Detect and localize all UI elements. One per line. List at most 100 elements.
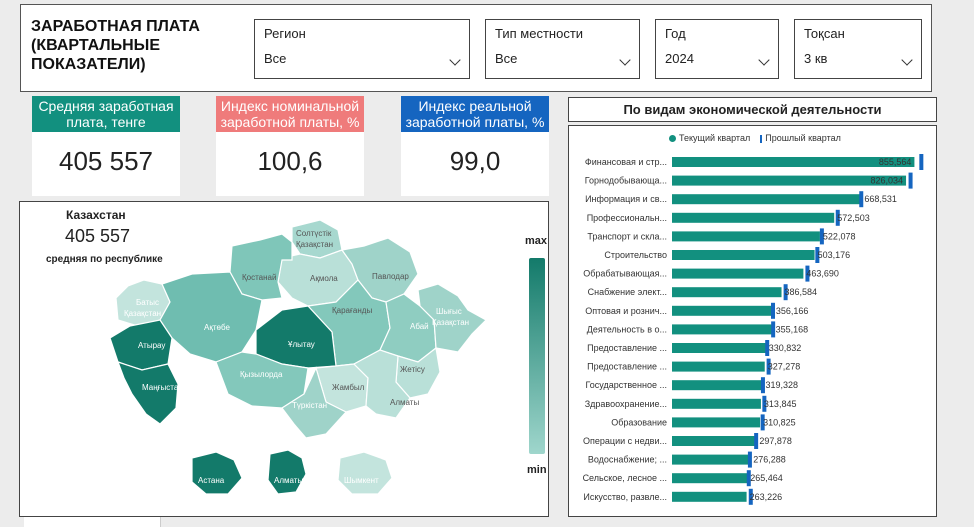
data-label: 297,878	[759, 436, 792, 446]
previous-quarter-marker[interactable]	[771, 321, 776, 338]
city-shymkent[interactable]	[337, 451, 393, 495]
region-turkistan[interactable]	[281, 366, 347, 439]
current-quarter-bar[interactable]	[672, 436, 757, 446]
region-label: Қостанай	[242, 273, 276, 282]
data-label: 503,176	[818, 250, 851, 260]
data-label: 276,288	[753, 455, 786, 465]
data-label: 265,464	[750, 473, 783, 483]
region-filter[interactable]: Регион Все	[254, 19, 470, 79]
region-label: Ақтөбе	[204, 323, 230, 332]
region-label: Астана	[198, 476, 225, 485]
previous-quarter-marker[interactable]	[859, 191, 864, 208]
map-panel: Казахстан 405 557 средняя по республике …	[19, 201, 549, 517]
region-label: Атырау	[138, 341, 165, 350]
previous-quarter-marker[interactable]	[919, 154, 924, 170]
data-label: 522,078	[823, 231, 856, 241]
region-almaty[interactable]	[353, 349, 411, 419]
region-kyzylorda[interactable]	[215, 351, 309, 409]
legend-current-label: Текущий квартал	[679, 133, 751, 143]
previous-quarter-marker[interactable]	[805, 265, 810, 282]
legend-current[interactable]: Текущий квартал	[669, 133, 750, 143]
current-quarter-bar[interactable]	[672, 231, 820, 242]
map-legend-min: min	[527, 464, 547, 476]
previous-quarter-marker[interactable]	[765, 340, 770, 356]
previous-quarter-marker[interactable]	[783, 284, 788, 301]
previous-quarter-marker[interactable]	[908, 172, 913, 189]
region-east-kazakhstan[interactable]	[417, 283, 487, 353]
previous-quarter-marker[interactable]	[746, 470, 751, 487]
region-label: Қазақстан	[296, 240, 333, 249]
current-quarter-bar[interactable]	[672, 305, 773, 316]
previous-quarter-marker[interactable]	[760, 414, 765, 431]
kazakhstan-map[interactable]: Солтүстік Қазақстан Ақмола Павлодар Қост…	[20, 202, 550, 518]
current-quarter-bar[interactable]	[672, 268, 804, 279]
current-quarter-bar[interactable]	[672, 473, 748, 484]
current-quarter-bar[interactable]	[672, 212, 835, 223]
current-quarter-bar[interactable]	[672, 398, 761, 409]
region-label: Қазақстан	[432, 318, 469, 327]
current-quarter-bar[interactable]	[672, 157, 915, 167]
region-label: Шымкент	[344, 476, 379, 485]
data-label: 263,226	[750, 492, 783, 502]
data-label: 826,034	[870, 176, 903, 186]
region-filter-value[interactable]: Все	[264, 51, 287, 66]
data-label: 355,168	[776, 324, 809, 334]
region-label: Павлодар	[372, 272, 409, 281]
region-mangystau[interactable]	[116, 361, 179, 425]
category-label: Финансовая и стр...	[585, 157, 667, 167]
year-filter[interactable]: Год 2024	[655, 19, 779, 79]
region-label: Қарағанды	[332, 306, 372, 315]
city-astana[interactable]	[191, 451, 243, 495]
year-filter-value[interactable]: 2024	[665, 51, 694, 66]
legend-previous[interactable]: Прошлый квартал	[760, 133, 841, 143]
current-quarter-bar[interactable]	[672, 287, 782, 298]
map-country-name: Казахстан	[66, 208, 126, 222]
kpi-nominal-index-value: 100,6	[257, 146, 323, 176]
region-label: Жетісу	[400, 365, 425, 374]
data-label: 855,564	[879, 157, 912, 167]
map-legend-max: max	[525, 235, 548, 247]
locality-type-filter-label: Тип местности	[495, 26, 584, 41]
city-almaty[interactable]	[267, 449, 307, 495]
quarter-filter-label: Тоқсан	[804, 26, 845, 41]
previous-quarter-marker[interactable]	[747, 451, 752, 468]
quarter-filter-value[interactable]: 3 кв	[804, 51, 828, 66]
map-legend-gradient	[529, 258, 545, 454]
bar-chart[interactable]: Финансовая и стр... 855,564 Горнодобывающа…	[569, 126, 938, 518]
current-quarter-bar[interactable]	[672, 491, 747, 502]
current-quarter-bar[interactable]	[672, 454, 751, 465]
previous-quarter-marker[interactable]	[771, 302, 776, 319]
previous-quarter-marker[interactable]	[815, 247, 820, 263]
previous-quarter-marker[interactable]	[766, 358, 771, 375]
current-quarter-bar[interactable]	[672, 194, 862, 205]
category-label: Здравоохранение...	[585, 399, 667, 409]
current-quarter-bar[interactable]	[672, 361, 765, 372]
current-quarter-bar[interactable]	[672, 324, 773, 335]
current-quarter-bar[interactable]	[672, 175, 907, 186]
category-label: Оптовая и рознич...	[585, 306, 667, 316]
previous-quarter-marker[interactable]	[819, 228, 824, 245]
previous-quarter-marker[interactable]	[762, 395, 767, 412]
region-label: Жамбыл	[332, 383, 365, 392]
region-label: Ұлытау	[288, 340, 315, 349]
page-title-line-3: ПОКАЗАТЕЛИ)	[31, 56, 146, 73]
current-quarter-bar[interactable]	[672, 380, 763, 391]
footer-strip	[24, 517, 161, 527]
locality-type-filter-value[interactable]: Все	[495, 51, 518, 66]
kpi-average-wage-caption: Средняя заработная плата, тенге	[32, 96, 180, 132]
legend-previous-marker	[760, 134, 763, 143]
category-label: Операции с недви...	[583, 436, 667, 446]
current-quarter-bar[interactable]	[672, 250, 815, 260]
data-label: 313,845	[764, 399, 797, 409]
current-quarter-bar[interactable]	[672, 343, 766, 353]
locality-type-filter[interactable]: Тип местности Все	[485, 19, 640, 79]
region-label: Ақмола	[310, 274, 338, 283]
previous-quarter-marker[interactable]	[748, 488, 753, 505]
previous-quarter-marker[interactable]	[835, 209, 840, 226]
kpi-nominal-index-caption: Индекс номинальной заработной платы, %	[216, 96, 364, 132]
current-quarter-bar[interactable]	[672, 417, 761, 428]
category-label: Предоставление ...	[587, 343, 667, 353]
quarter-filter[interactable]: Тоқсан 3 кв	[794, 19, 922, 79]
previous-quarter-marker[interactable]	[754, 433, 759, 449]
previous-quarter-marker[interactable]	[760, 377, 765, 394]
